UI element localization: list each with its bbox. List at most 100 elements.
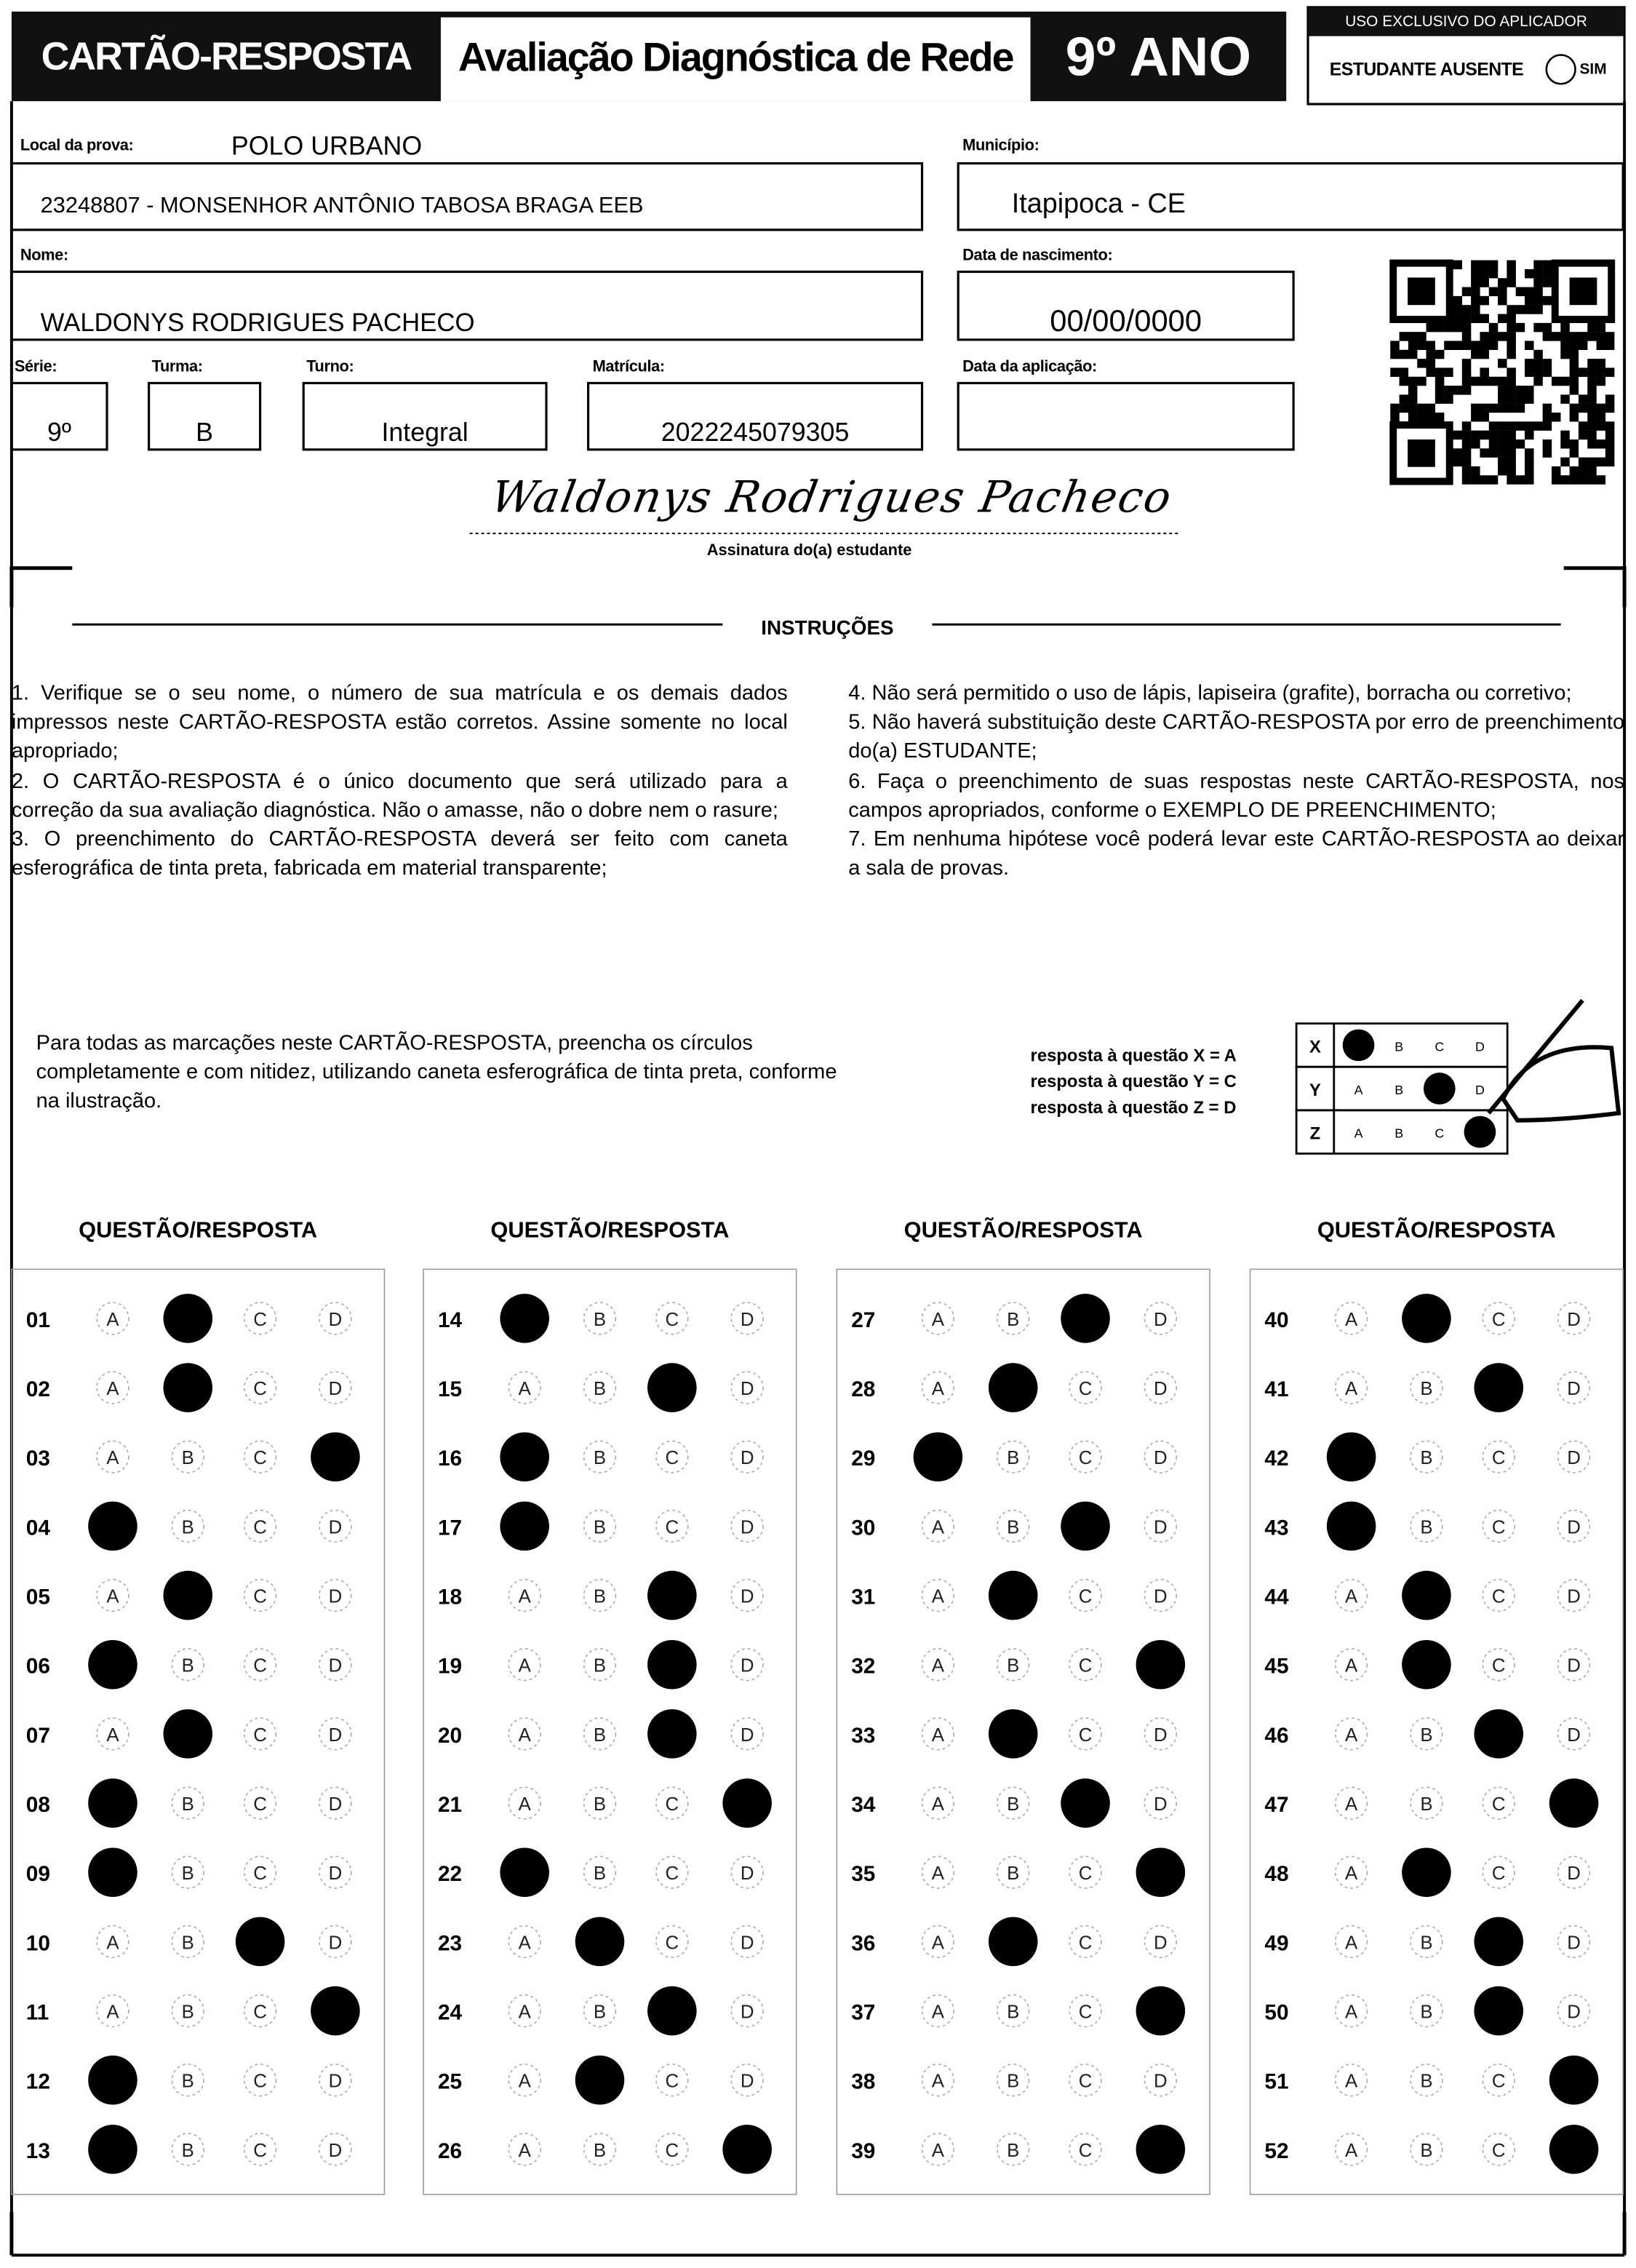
bubble-letter: D bbox=[741, 1448, 754, 1468]
answer-mark bbox=[1061, 1501, 1110, 1551]
bubble-letter: C bbox=[253, 1448, 267, 1468]
bubble bbox=[243, 1717, 277, 1751]
answer-mark bbox=[163, 1363, 213, 1412]
question-number: 25 bbox=[438, 2070, 462, 2094]
bubble bbox=[730, 1717, 764, 1751]
field-label: Data de nascimento: bbox=[962, 247, 1113, 265]
question-number: 40 bbox=[1264, 1308, 1288, 1332]
answer-mark bbox=[500, 1432, 549, 1482]
bubble bbox=[243, 1371, 277, 1404]
bubble bbox=[997, 1302, 1030, 1335]
bubble bbox=[1144, 1302, 1178, 1335]
answer-mark bbox=[1326, 1432, 1376, 1482]
question-number: 21 bbox=[438, 1793, 462, 1817]
fill-note: Para todas as marcações neste CARTÃO-RES… bbox=[36, 1032, 837, 1113]
bubble-letter: B bbox=[594, 1587, 606, 1607]
applicator-strip bbox=[1308, 7, 1625, 36]
bubble bbox=[243, 1786, 277, 1820]
bubble bbox=[921, 1994, 955, 2028]
question-number: 17 bbox=[438, 1516, 462, 1540]
question-number: 46 bbox=[1264, 1724, 1288, 1748]
bubble-letter: A bbox=[106, 1725, 119, 1746]
answer-mark bbox=[1326, 1501, 1376, 1551]
bubble-letter: C bbox=[1079, 1448, 1093, 1468]
bubble bbox=[1557, 1371, 1591, 1404]
bubble bbox=[1334, 1717, 1368, 1751]
answer-mark bbox=[1136, 1847, 1186, 1898]
field-box bbox=[957, 381, 1295, 451]
bubble-letter: B bbox=[182, 1656, 194, 1676]
bubble bbox=[921, 1717, 955, 1751]
bubble-letter: A bbox=[1345, 2141, 1358, 2161]
bubble bbox=[243, 1648, 277, 1682]
bubble-letter: C bbox=[666, 1863, 679, 1884]
bubble bbox=[1557, 1925, 1591, 1959]
bubble bbox=[1410, 2064, 1443, 2097]
question-number: 08 bbox=[26, 1793, 50, 1817]
bubble-letter: A bbox=[932, 2141, 945, 2161]
bubble-letter: C bbox=[1492, 1863, 1506, 1884]
example-mark bbox=[1342, 1029, 1375, 1062]
bubble-letter: B bbox=[1007, 1517, 1019, 1537]
bubble bbox=[1557, 1302, 1591, 1335]
absent-label: ESTUDANTE AUSENTE bbox=[1329, 59, 1524, 80]
question-number: 36 bbox=[851, 1931, 875, 1955]
signature-label: Assinatura do(a) estudante bbox=[706, 542, 912, 560]
bubble bbox=[1557, 1440, 1591, 1473]
answer-mark bbox=[1402, 1570, 1451, 1620]
example-option: D bbox=[1475, 1083, 1485, 1097]
bubble bbox=[1144, 1925, 1178, 1959]
field-value: WALDONYS RODRIGUES PACHECO bbox=[40, 308, 475, 337]
field-box bbox=[10, 270, 924, 341]
grade-title: 9º ANO bbox=[1065, 27, 1252, 89]
answer-mark bbox=[88, 2055, 137, 2105]
bubble bbox=[1482, 1302, 1515, 1335]
bubble-letter: C bbox=[253, 2141, 267, 2161]
bubble-letter: B bbox=[1007, 1656, 1019, 1676]
bubble bbox=[1410, 1925, 1443, 1959]
bubble-letter: C bbox=[666, 1448, 679, 1468]
bubble bbox=[319, 1717, 352, 1751]
field-box bbox=[587, 381, 924, 451]
bubble-letter: A bbox=[932, 1794, 945, 1815]
card-title: CARTÃO-RESPOSTA bbox=[41, 34, 413, 79]
bubble-letter: B bbox=[182, 1448, 194, 1468]
bubble bbox=[319, 2133, 352, 2166]
question-number: 51 bbox=[1264, 2070, 1288, 2094]
bubble bbox=[508, 1578, 541, 1612]
bubble bbox=[508, 1371, 541, 1404]
bubble-letter: A bbox=[1345, 1863, 1358, 1884]
bubble-letter: A bbox=[932, 1656, 945, 1676]
bubble bbox=[1482, 1786, 1515, 1820]
bubble bbox=[997, 1440, 1030, 1473]
bubble bbox=[508, 1648, 541, 1682]
bubble bbox=[319, 1855, 352, 1889]
bubble bbox=[655, 1855, 689, 1889]
example-mark bbox=[1464, 1115, 1496, 1148]
question-number: 52 bbox=[1264, 2139, 1288, 2163]
absent-option: SIM bbox=[1579, 60, 1607, 79]
answer-mark bbox=[647, 1986, 697, 2036]
bubble bbox=[997, 1509, 1030, 1543]
answer-mark bbox=[722, 1778, 772, 1828]
question-number: 14 bbox=[438, 1308, 463, 1332]
example-row bbox=[1295, 1109, 1509, 1155]
bubble-letter: A bbox=[519, 2072, 532, 2092]
bubble-letter: D bbox=[1154, 1379, 1168, 1399]
bubble bbox=[243, 1855, 277, 1889]
question-number: 12 bbox=[26, 2070, 50, 2094]
bubble-letter: A bbox=[932, 1933, 945, 1953]
answer-mark bbox=[575, 1917, 625, 1967]
bubble-letter: B bbox=[1420, 1448, 1432, 1468]
bubble bbox=[583, 1855, 617, 1889]
bubble-letter: D bbox=[329, 1587, 343, 1607]
bubble-letter: C bbox=[1079, 2072, 1093, 2092]
example-mark bbox=[1423, 1073, 1456, 1105]
bubble-letter: D bbox=[1567, 2002, 1581, 2023]
bubble bbox=[96, 1925, 129, 1959]
bubble bbox=[508, 2133, 541, 2166]
bubble bbox=[1482, 1578, 1515, 1612]
answer-mark bbox=[1402, 1294, 1451, 1343]
example-option: A bbox=[1354, 1083, 1363, 1097]
field-label: Data da aplicação: bbox=[962, 358, 1097, 376]
